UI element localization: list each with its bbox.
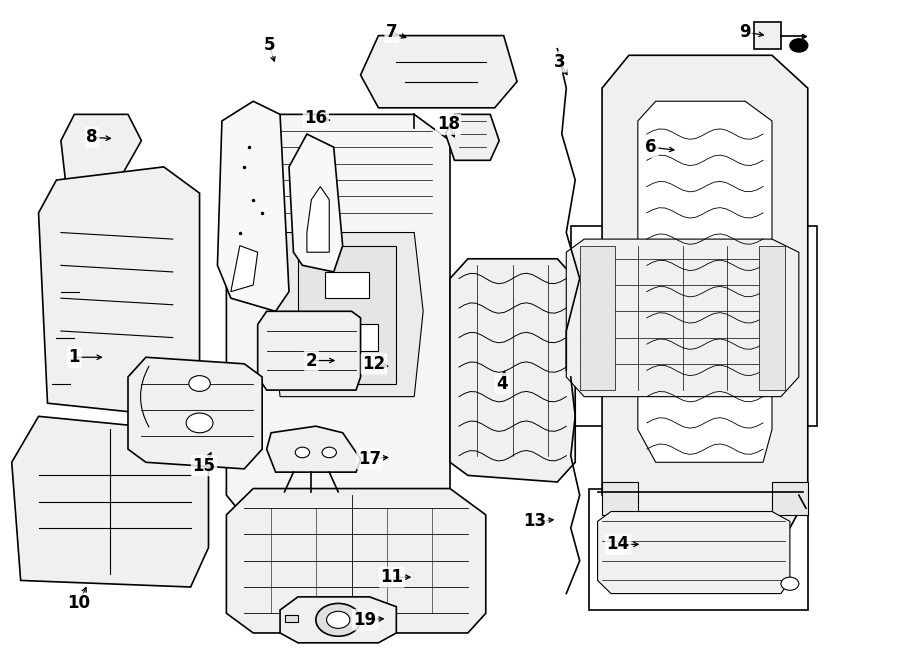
Text: 4: 4 — [496, 375, 508, 393]
Polygon shape — [298, 246, 396, 383]
Polygon shape — [316, 324, 378, 351]
Polygon shape — [754, 23, 781, 49]
Text: 13: 13 — [524, 512, 546, 530]
Text: 7: 7 — [386, 23, 398, 41]
Circle shape — [327, 611, 350, 628]
Circle shape — [790, 39, 808, 52]
Text: 16: 16 — [304, 109, 328, 126]
Polygon shape — [227, 115, 450, 528]
Text: 18: 18 — [436, 115, 460, 133]
Polygon shape — [271, 232, 423, 397]
Circle shape — [781, 577, 799, 591]
Text: 10: 10 — [68, 594, 90, 612]
Polygon shape — [446, 115, 500, 160]
Polygon shape — [12, 416, 209, 587]
Polygon shape — [361, 36, 518, 108]
Circle shape — [316, 604, 361, 636]
Text: 15: 15 — [193, 457, 215, 475]
Circle shape — [322, 448, 337, 457]
Text: 2: 2 — [305, 352, 317, 369]
Polygon shape — [602, 482, 638, 515]
Bar — [589, 489, 808, 610]
Polygon shape — [231, 246, 257, 292]
Polygon shape — [638, 101, 772, 462]
Text: 17: 17 — [358, 450, 381, 468]
Polygon shape — [598, 512, 790, 594]
Polygon shape — [566, 239, 799, 397]
Polygon shape — [580, 246, 616, 390]
Circle shape — [189, 375, 211, 391]
Polygon shape — [257, 311, 361, 390]
Polygon shape — [289, 134, 343, 272]
Circle shape — [295, 448, 310, 457]
Polygon shape — [602, 56, 808, 528]
Polygon shape — [325, 272, 370, 298]
Polygon shape — [39, 167, 200, 416]
Text: 11: 11 — [381, 568, 403, 586]
Text: 8: 8 — [86, 128, 98, 146]
Polygon shape — [218, 101, 289, 311]
Text: 19: 19 — [354, 611, 376, 629]
Polygon shape — [450, 259, 575, 482]
Polygon shape — [759, 246, 786, 390]
Text: 3: 3 — [554, 53, 566, 71]
Polygon shape — [128, 357, 262, 469]
Text: 5: 5 — [264, 36, 275, 54]
Polygon shape — [227, 489, 486, 633]
Text: 9: 9 — [740, 23, 751, 41]
Text: 6: 6 — [645, 138, 657, 156]
Text: 12: 12 — [363, 355, 385, 373]
Polygon shape — [266, 426, 361, 472]
Text: 14: 14 — [607, 536, 630, 553]
Polygon shape — [284, 615, 298, 622]
Polygon shape — [280, 597, 396, 643]
Circle shape — [186, 413, 213, 433]
Bar — [571, 226, 816, 426]
Text: 1: 1 — [68, 348, 80, 366]
Polygon shape — [61, 115, 141, 180]
Polygon shape — [772, 482, 808, 515]
Polygon shape — [307, 187, 329, 252]
